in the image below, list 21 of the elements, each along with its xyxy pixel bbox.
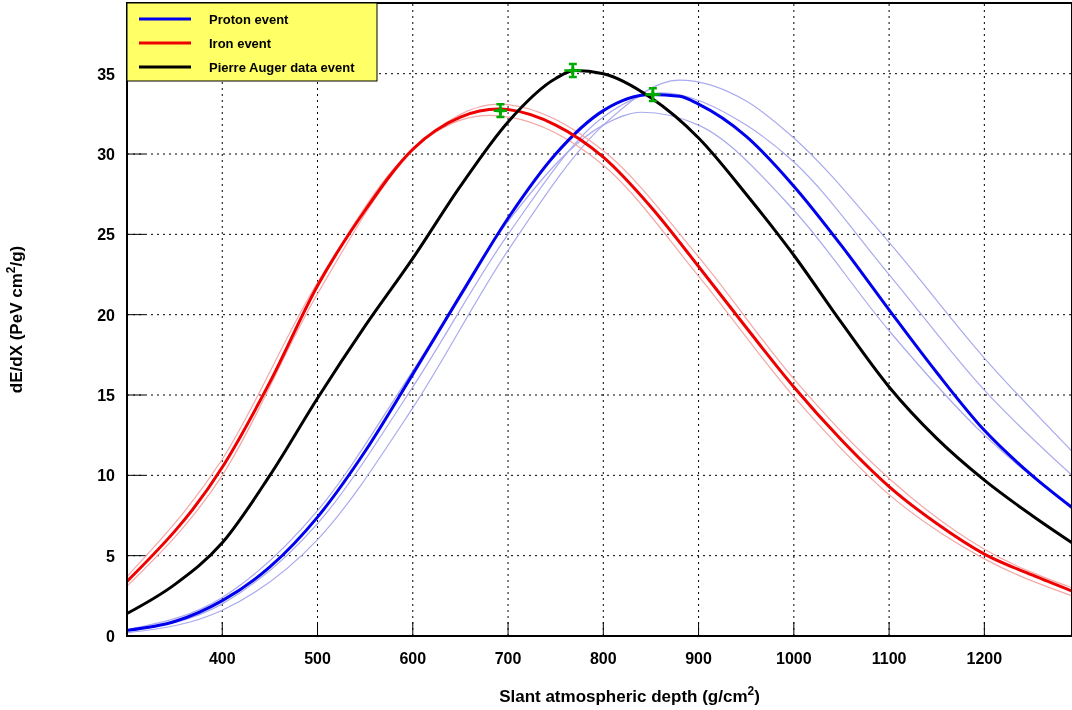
y-tick-label: 15 — [97, 387, 116, 405]
x-tick-label: 1200 — [966, 650, 1003, 667]
x-tick-label: 800 — [589, 650, 617, 667]
x-tick-label: 500 — [304, 650, 331, 667]
y-tick-label: 35 — [97, 65, 116, 83]
y-tick-label: 30 — [97, 146, 116, 164]
y-tick-label: 5 — [106, 547, 116, 565]
y-tick-label: 0 — [106, 628, 116, 645]
legend-label: Iron event — [209, 36, 272, 51]
legend-label: Pierre Auger data event — [209, 60, 356, 75]
x-tick-label: 1100 — [871, 650, 907, 667]
x-tick-label: 700 — [494, 650, 522, 667]
y-tick-label: 10 — [97, 467, 116, 485]
x-tick-label: 600 — [399, 650, 427, 667]
x-tick-label: 400 — [208, 650, 236, 667]
legend-label: Proton event — [209, 12, 290, 27]
x-axis-title: Slant atmospheric depth (g/cm$^{2}$) — [499, 684, 760, 706]
x-tick-label: 900 — [685, 650, 713, 667]
x-tick-label: 1000 — [776, 650, 812, 667]
y-tick-label: 20 — [97, 306, 116, 324]
y-tick-label: 25 — [97, 226, 116, 244]
